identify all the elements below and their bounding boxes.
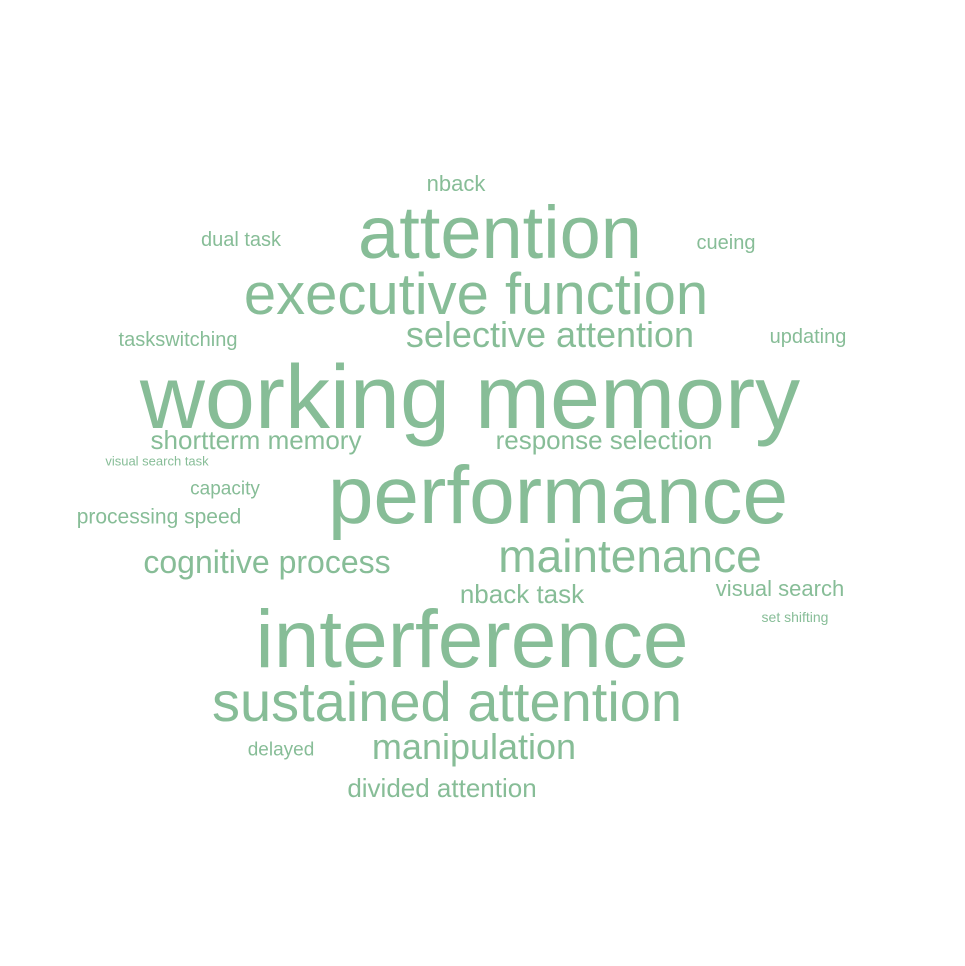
word-response-selection: response selection	[495, 425, 713, 455]
word-manipulation: manipulation	[371, 726, 577, 767]
word-set-shifting: set shifting	[761, 609, 829, 625]
word-executive-function: executive function	[243, 262, 709, 327]
word-sustained-attention: sustained attention	[211, 670, 683, 733]
word-cueing: cueing	[696, 232, 756, 254]
word-selective-attention: selective attention	[405, 314, 695, 355]
word-taskswitching: taskswitching	[118, 329, 238, 351]
word-updating: updating	[769, 326, 847, 348]
word-processing-speed: processing speed	[76, 505, 242, 529]
word-visual-search: visual search	[715, 576, 845, 601]
word-divided-attention: divided attention	[347, 773, 537, 803]
word-working-memory: working memory	[139, 348, 801, 448]
word-shortterm-memory: shortterm memory	[150, 425, 362, 455]
word-cognitive-process: cognitive process	[143, 544, 391, 580]
word-capacity: capacity	[190, 478, 260, 500]
word-visual-search-task: visual search task	[105, 453, 209, 469]
word-interference: interference	[255, 594, 689, 685]
word-nback-task: nback task	[459, 579, 585, 609]
word-performance: performance	[327, 450, 789, 541]
word-maintenance: maintenance	[498, 530, 762, 582]
word-nback: nback	[426, 171, 486, 196]
word-attention: attention	[358, 191, 642, 274]
word-delayed: delayed	[247, 739, 315, 761]
word-dual-task: dual task	[200, 229, 282, 251]
